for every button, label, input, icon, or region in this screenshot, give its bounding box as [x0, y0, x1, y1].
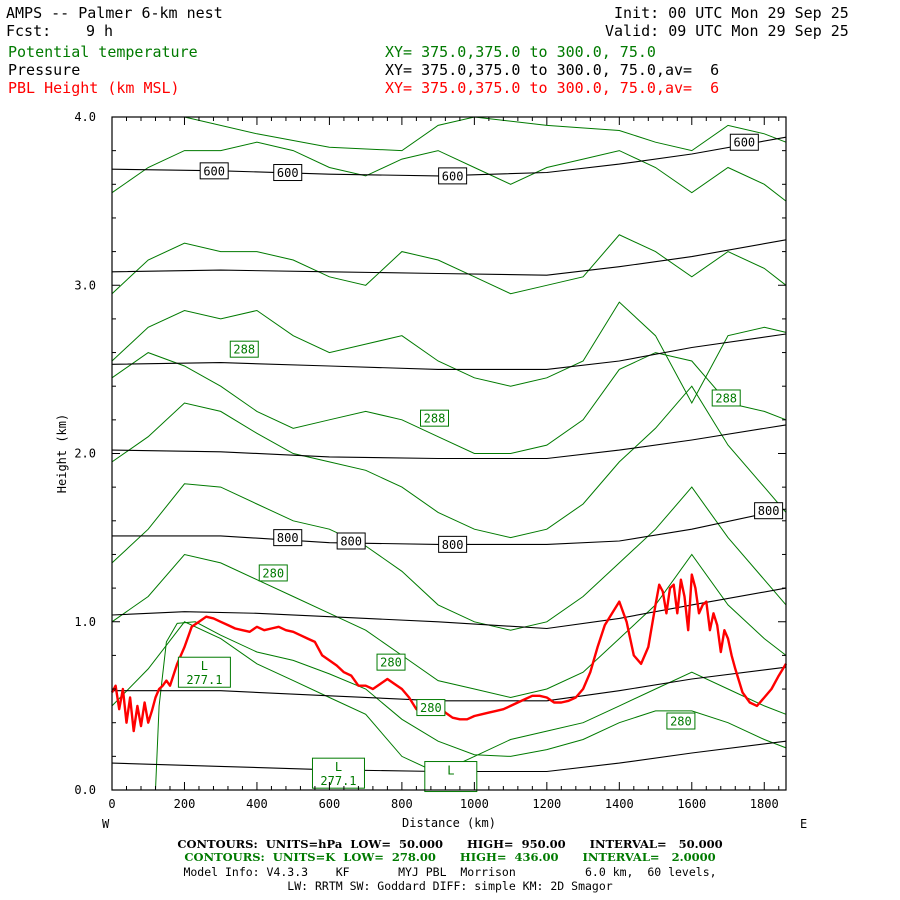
- field-pbl-name: PBL Height (km MSL): [8, 79, 180, 97]
- theta-contour-line-7: [111, 234, 787, 295]
- contour-labels: 600 600 600 600 800 800 800 800 288 288 288 280 280 2…: [177, 133, 784, 793]
- theta-label-2-box: [711, 389, 741, 407]
- theta-contour-line-9: [184, 116, 787, 152]
- pressure-label-1-box: [273, 164, 303, 182]
- pressure-contour-950: [111, 740, 787, 773]
- y-axis-label: Height (km): [55, 414, 69, 493]
- x-tick-label-9: 1800: [750, 797, 779, 811]
- pressure-label-7-box: [754, 502, 784, 520]
- contour-info-theta: CONTOURS: UNITS=K LOW= 278.00 HIGH= 436.…: [184, 850, 716, 864]
- y-tick-label-3: 3.0: [74, 278, 96, 292]
- theta-label-6-box: [666, 712, 696, 730]
- theta-label-4: 280: [380, 656, 402, 670]
- contour-info-pressure: CONTOURS: UNITS=hPa LOW= 50.000 HIGH= 95…: [177, 837, 723, 851]
- x-tick-label-7: 1400: [605, 797, 634, 811]
- theta-label-5: 280: [420, 701, 442, 715]
- fcst-label: Fcst:: [6, 22, 52, 40]
- theta-contours: [111, 116, 787, 791]
- fcst-value: 9 h: [86, 22, 114, 40]
- x-tick-label-1: 200: [174, 797, 196, 811]
- low-marker-letter-1: L: [335, 760, 342, 774]
- pressure-label-2-box: [438, 167, 468, 185]
- theta-label-3: 280: [262, 566, 284, 580]
- theta-label-0: 288: [233, 343, 255, 357]
- valid-time: Valid: 09 UTC Mon 29 Sep 25: [605, 22, 849, 40]
- model-info: Model Info: V4.3.3 KF MYJ PBL Morrison 6…: [183, 865, 717, 879]
- theta-label-1: 288: [424, 412, 446, 426]
- theta-label-2: 288: [715, 391, 737, 405]
- plot-frame: [111, 116, 787, 791]
- pressure-label-1: 600: [277, 166, 299, 180]
- low-marker-letter-0: L: [201, 659, 208, 673]
- theta-label-5-box: [416, 699, 446, 717]
- y-tick-label-2: 2.0: [74, 447, 96, 461]
- pressure-label-3-box: [729, 133, 759, 151]
- theta-contour-line-6: [111, 301, 787, 405]
- pbl-height-series: [110, 573, 788, 733]
- x-axis-label: Distance (km): [402, 816, 496, 830]
- pressure-label-4: 800: [277, 531, 299, 545]
- x-tick-label-4: 800: [391, 797, 413, 811]
- x-tick-label-3: 600: [319, 797, 341, 811]
- field-theta-xy: XY= 375.0,375.0 to 300.0, 75.0: [385, 43, 656, 61]
- theta-label-3-box: [258, 564, 288, 582]
- x-tick-label-6: 1200: [532, 797, 561, 811]
- theta-label-4-box: [376, 653, 406, 671]
- pressure-label-5-box: [336, 532, 366, 550]
- pressure-label-3: 600: [733, 136, 755, 150]
- pressure-label-0: 600: [203, 164, 225, 178]
- x-tick-label-2: 400: [246, 797, 268, 811]
- low-marker-value-1: 277.1: [320, 774, 356, 788]
- low-marker-box-2: [424, 761, 478, 793]
- physics-info: LW: RRTM SW: Goddard DIFF: simple KM: 2D…: [287, 879, 613, 893]
- pressure-label-6: 800: [442, 538, 464, 552]
- axes: 0 200 400 600 800 1000 1200 1400 1600 1800 0.0 1.0 2…: [55, 110, 807, 831]
- pbl-height-line: [110, 573, 788, 733]
- x-tick-label-8: 1600: [677, 797, 706, 811]
- pressure-contour-800: [112, 508, 787, 545]
- x-tick-label-0: 0: [108, 797, 115, 811]
- theta-label-6: 280: [670, 715, 692, 729]
- low-marker-letter-2: L: [447, 764, 454, 778]
- y-tick-label-4: 4.0: [74, 110, 96, 124]
- theta-contour-line-8: [111, 141, 787, 202]
- pressure-contour-650: [111, 239, 787, 276]
- pressure-label-6-box: [438, 535, 468, 553]
- low-marker-box-0: [177, 656, 231, 688]
- x-tick-label-5: 1000: [460, 797, 489, 811]
- pressure-label-0-box: [199, 162, 229, 180]
- theta-label-0-box: [229, 340, 259, 358]
- field-pressure-xy: XY= 375.0,375.0 to 300.0, 75.0,av= 6: [385, 61, 720, 79]
- pressure-contour-750: [111, 424, 787, 460]
- low-marker-box-1: [311, 757, 365, 789]
- theta-contour-line-3: [111, 483, 787, 631]
- theta-contour-line-5: [111, 352, 787, 454]
- pressure-contour-600: [111, 136, 787, 177]
- theta-label-1-box: [420, 409, 450, 427]
- pressure-contour-700: [111, 333, 787, 370]
- theta-contour-line-4: [111, 385, 787, 539]
- pressure-label-4-box: [273, 529, 303, 547]
- west-label: W: [102, 817, 110, 831]
- theta-contour-line-2: [111, 553, 787, 699]
- east-label: E: [800, 817, 807, 831]
- pressure-contour-900: [112, 666, 787, 702]
- field-pbl-xy: XY= 375.0,375.0 to 300.0, 75.0,av= 6: [385, 79, 720, 97]
- theta-contour-line-1: [111, 621, 787, 774]
- pressure-label-2: 600: [442, 169, 464, 183]
- y-tick-label-1: 1.0: [74, 615, 96, 629]
- field-theta-name: Potential temperature: [8, 43, 198, 61]
- pressure-label-7: 800: [758, 504, 780, 518]
- chart-title: AMPS -- Palmer 6-km nest: [6, 4, 223, 22]
- y-tick-label-0: 0.0: [74, 783, 96, 797]
- low-marker-value-0: 277.1: [186, 673, 222, 687]
- pressure-label-5: 800: [340, 534, 362, 548]
- field-pressure-name: Pressure: [8, 61, 81, 79]
- init-time: Init: 00 UTC Mon 29 Sep 25: [614, 4, 849, 22]
